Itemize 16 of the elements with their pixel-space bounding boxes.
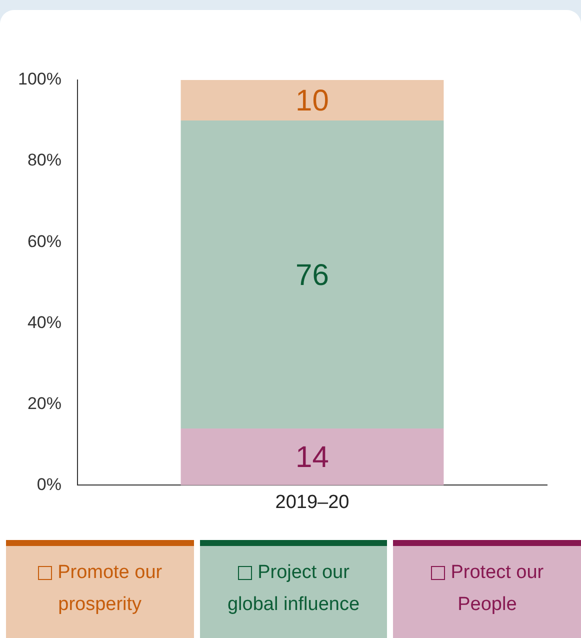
- y-tick-label: 80%: [27, 150, 62, 170]
- y-tick-label: 0%: [36, 474, 62, 494]
- y-tick-label: 20%: [27, 394, 62, 413]
- data-label: 76: [296, 258, 329, 292]
- bar: [180, 428, 444, 486]
- data-label: 14: [296, 441, 329, 474]
- bar: [180, 80, 444, 121]
- y-tick-label: 60%: [27, 232, 62, 251]
- legend-label: Promote our prosperity: [58, 562, 162, 615]
- bar: [180, 120, 444, 428]
- legend-label: Protect our People: [450, 562, 544, 615]
- y-tick-label: 100%: [18, 70, 62, 89]
- y-tick-label: 40%: [27, 312, 62, 332]
- data-label: 10: [296, 84, 329, 118]
- legend-label: Project our global influence: [227, 562, 360, 615]
- x-tick-label: 2019–20: [275, 492, 350, 513]
